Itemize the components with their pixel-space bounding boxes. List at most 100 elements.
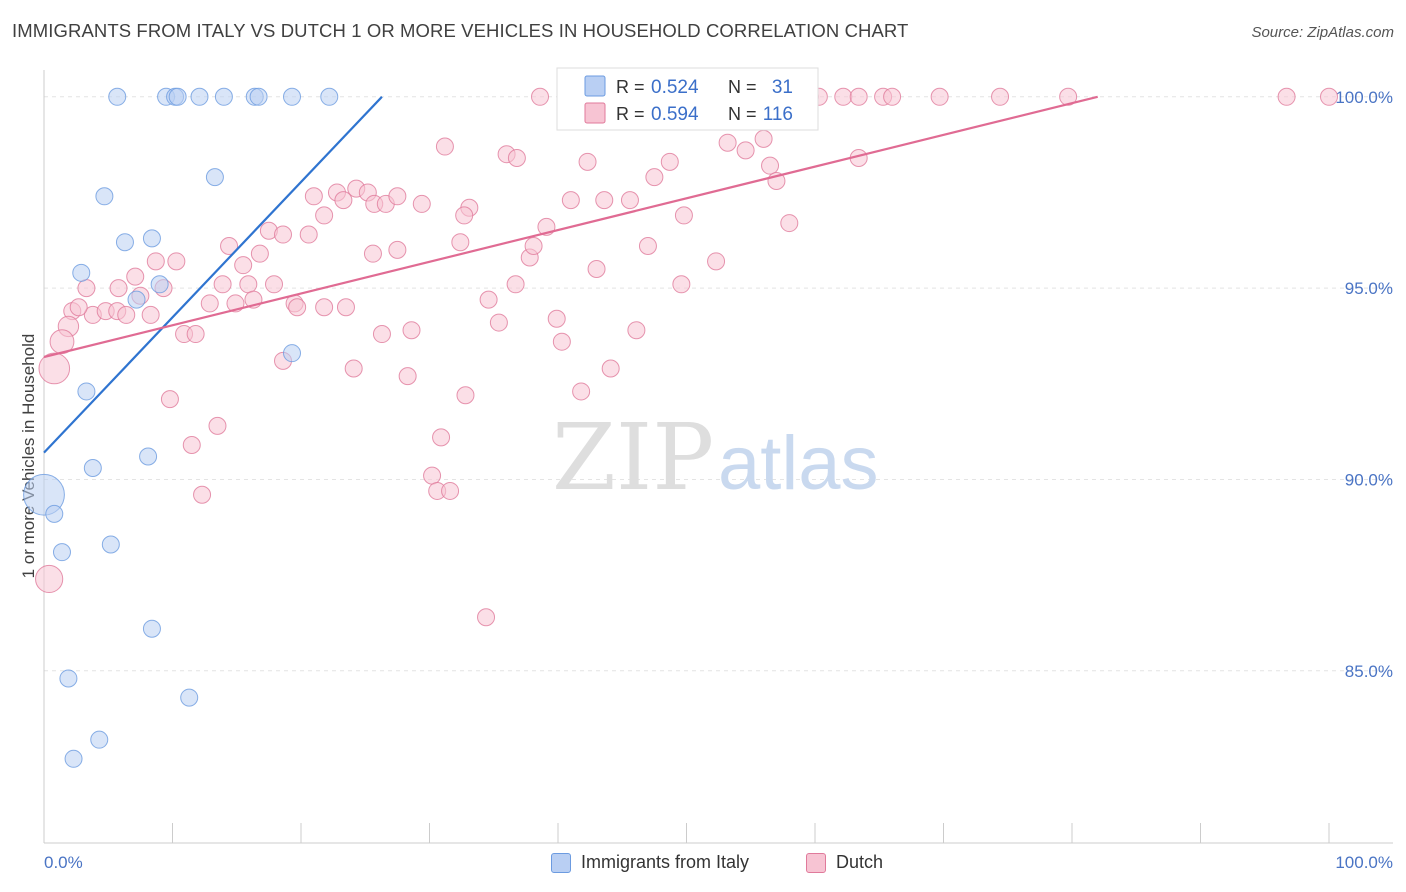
point-dutch — [288, 298, 307, 317]
point-dutch — [193, 485, 212, 504]
point-dutch — [250, 244, 269, 263]
y-tick-labels: 100.0% 95.0% 90.0% 85.0% — [1335, 88, 1393, 681]
point-dutch — [1059, 87, 1078, 106]
point-dutch — [991, 87, 1010, 106]
point-dutch — [69, 298, 88, 317]
point-dutch — [423, 466, 442, 485]
point-dutch — [334, 191, 353, 210]
trend-line-dutch — [43, 95, 1098, 359]
point-dutch — [35, 564, 64, 594]
legend-n-value-italy: 31 — [772, 77, 793, 98]
legend-item-dutch: Dutch — [806, 852, 883, 873]
point-italy — [108, 87, 127, 106]
point-dutch — [344, 359, 363, 378]
stats-legend: R = 0.524 N = 31 R = 0.594 N = 116 — [556, 67, 819, 131]
y-tick-label: 100.0% — [1335, 88, 1393, 107]
bottom-legend: Immigrants from Italy Dutch — [0, 852, 1406, 878]
point-italy — [127, 290, 146, 309]
point-italy — [249, 87, 268, 106]
point-dutch — [208, 416, 227, 435]
point-dutch — [388, 187, 407, 206]
point-dutch — [315, 206, 334, 225]
point-dutch — [109, 279, 128, 298]
point-dutch — [146, 252, 165, 271]
point-dutch — [601, 359, 620, 378]
point-dutch — [674, 206, 693, 225]
chart-title: IMMIGRANTS FROM ITALY VS DUTCH 1 OR MORE… — [12, 20, 909, 41]
point-dutch — [834, 87, 853, 106]
legend-label-dutch: Dutch — [836, 852, 884, 872]
point-dutch — [304, 187, 323, 206]
point-italy — [205, 168, 224, 187]
point-dutch — [372, 325, 391, 344]
point-dutch — [388, 240, 407, 259]
point-dutch — [213, 275, 232, 294]
point-italy — [142, 619, 161, 638]
point-dutch — [451, 233, 470, 252]
legend-r-label-dutch: R = — [616, 104, 645, 124]
point-italy — [150, 275, 169, 294]
point-dutch — [141, 305, 160, 324]
point-dutch — [561, 191, 580, 210]
point-dutch — [220, 237, 239, 256]
y-tick-label: 90.0% — [1345, 470, 1393, 489]
point-dutch — [572, 382, 591, 401]
point-dutch — [627, 321, 646, 340]
x-tick-label-max: 100.0% — [1335, 853, 1393, 872]
point-dutch — [160, 390, 179, 409]
point-dutch — [265, 275, 284, 294]
point-dutch — [595, 191, 614, 210]
point-dutch — [479, 290, 498, 309]
point-dutch — [660, 152, 679, 171]
point-dutch — [578, 152, 597, 171]
point-italy — [83, 458, 102, 477]
chart-source: Source: ZipAtlas.com — [1251, 24, 1394, 41]
point-dutch — [1320, 87, 1338, 106]
legend-r-value-italy: 0.524 — [651, 77, 699, 98]
trend-line-italy — [43, 96, 383, 454]
point-dutch — [930, 87, 949, 106]
point-dutch — [167, 252, 186, 271]
point-italy — [101, 535, 120, 554]
point-italy — [190, 87, 209, 106]
gridlines — [44, 96, 1393, 672]
point-dutch — [506, 275, 525, 294]
point-dutch — [239, 275, 258, 294]
point-dutch — [587, 259, 606, 278]
watermark-zip: ZIP — [552, 404, 714, 511]
point-dutch — [780, 214, 799, 233]
legend-r-label-italy: R = — [616, 77, 645, 97]
point-dutch — [432, 428, 451, 447]
data-points — [23, 87, 1338, 768]
point-dutch — [38, 352, 71, 385]
point-italy — [283, 87, 302, 106]
point-italy — [115, 233, 134, 252]
legend-swatch-dutch — [584, 102, 606, 124]
trend-lines — [43, 95, 1098, 454]
point-italy — [90, 730, 109, 749]
point-italy — [95, 187, 114, 206]
y-tick-label: 85.0% — [1345, 662, 1393, 681]
point-dutch — [849, 87, 868, 106]
point-italy — [72, 263, 91, 282]
axes — [43, 70, 1393, 844]
legend-item-italy: Immigrants from Italy — [551, 852, 749, 873]
point-dutch — [398, 367, 417, 386]
point-dutch — [1277, 87, 1296, 106]
point-italy — [52, 543, 71, 562]
point-dutch — [754, 129, 773, 148]
point-dutch — [761, 156, 780, 175]
point-dutch — [718, 133, 737, 152]
point-dutch — [672, 275, 691, 294]
point-italy — [214, 87, 233, 106]
point-dutch — [620, 191, 639, 210]
point-dutch — [200, 294, 219, 313]
point-italy — [59, 669, 78, 688]
point-dutch — [524, 237, 543, 256]
legend-n-label-italy: N = — [728, 77, 757, 97]
y-tick-label: 95.0% — [1345, 279, 1393, 298]
x-tick-label-min: 0.0% — [44, 853, 83, 872]
point-dutch — [77, 279, 96, 298]
legend-marker-dutch — [806, 852, 826, 873]
